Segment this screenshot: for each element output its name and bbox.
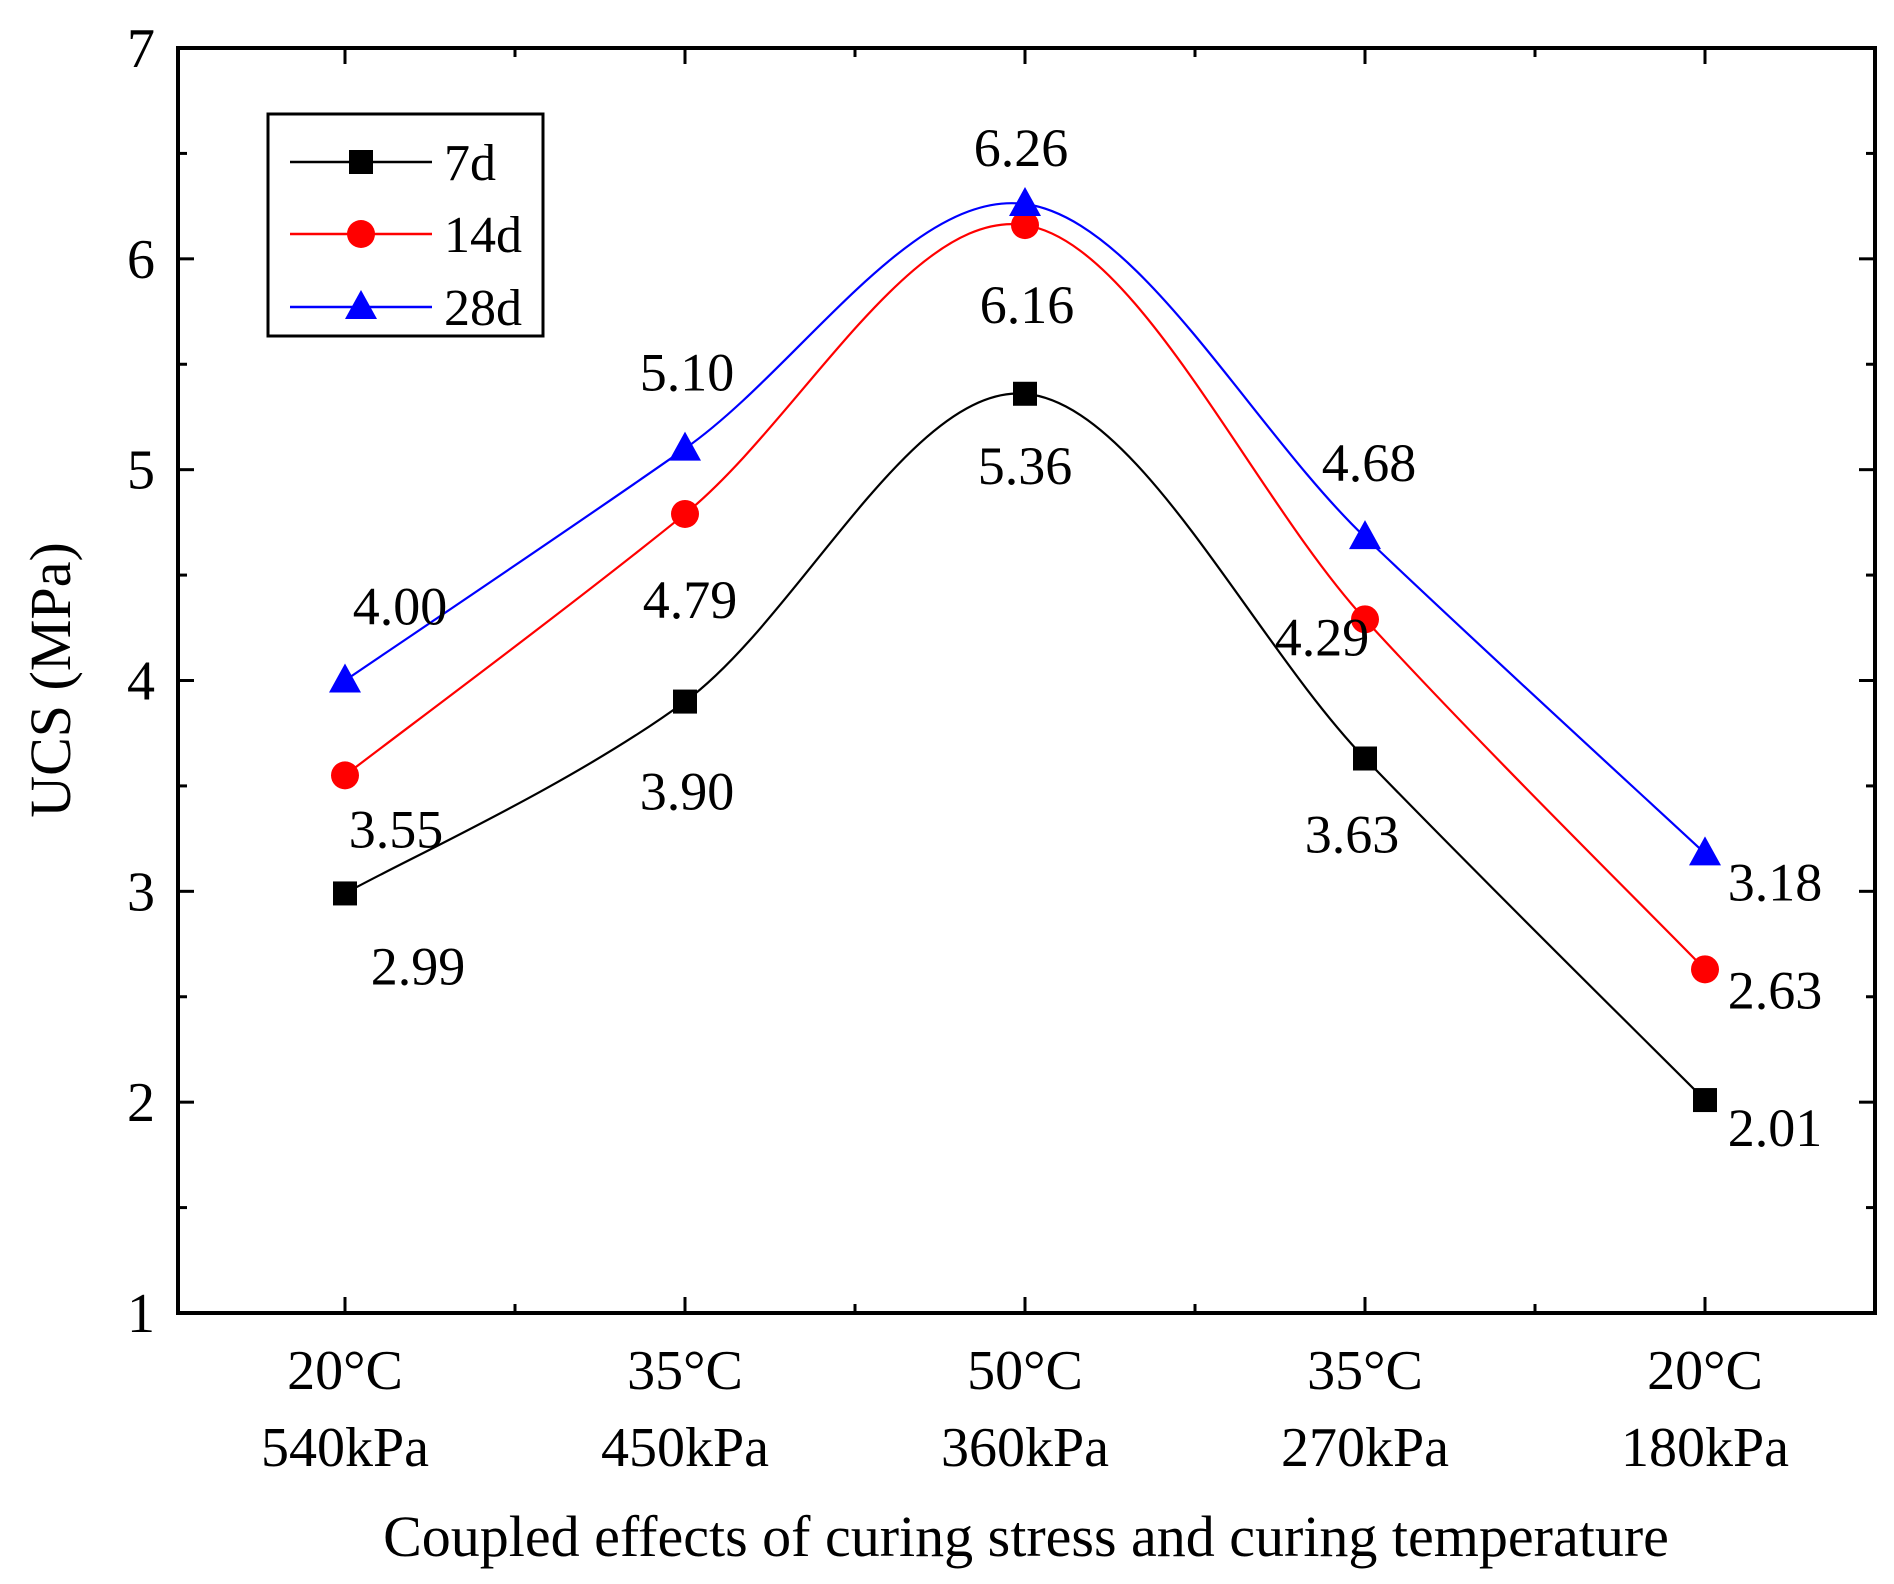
x-axis-title: Coupled effects of curing stress and cur…: [383, 1504, 1669, 1569]
x-axis: 20°C 540kPa 35°C 450kPa 50°C 360kPa 35°C 270kPa…: [261, 48, 1789, 1479]
data-label-14d: 2.63: [1728, 960, 1823, 1020]
x-tick-label-temperature: 35°C: [1307, 1340, 1423, 1402]
legend-label-28d: 28d: [444, 280, 522, 337]
data-label-7d: 3.90: [640, 762, 735, 822]
data-label-28d: 4.00: [353, 577, 448, 637]
x-tick-label-stress: 180kPa: [1621, 1417, 1789, 1479]
point-marker-7d: [673, 689, 697, 714]
point-marker-28d: [1349, 520, 1381, 550]
legend-box: [266, 112, 545, 338]
x-tick-label-temperature: 35°C: [627, 1340, 743, 1402]
point-marker-28d: [329, 663, 361, 693]
x-tick-label-temperature: 20°C: [287, 1340, 403, 1402]
point-marker-14d: [331, 761, 359, 790]
series-line-7d: [344, 392, 1706, 1101]
data-label-14d: 4.29: [1275, 607, 1370, 667]
x-tick-label-stress: 540kPa: [261, 1417, 429, 1479]
legend-marker-28d: [345, 290, 377, 319]
point-marker-7d: [1693, 1088, 1717, 1113]
data-label-7d: 2.99: [371, 936, 466, 996]
data-label-28d: 4.68: [1322, 433, 1417, 493]
y-tick-label: 1: [127, 1283, 155, 1345]
point-marker-7d: [1353, 746, 1377, 771]
data-label-14d: 3.55: [349, 799, 444, 859]
x-tick-label-stress: 270kPa: [1281, 1417, 1449, 1479]
point-marker-14d: [1691, 955, 1719, 984]
data-label-14d: 6.16: [980, 275, 1075, 335]
legend-label-7d: 7d: [444, 135, 496, 192]
series-lines: [344, 202, 1706, 1101]
point-marker-14d: [671, 499, 699, 528]
y-tick-label: 4: [127, 651, 155, 713]
legend-marker-7d: [349, 150, 373, 174]
data-label-28d: 5.10: [640, 343, 735, 403]
data-label-28d: 3.18: [1728, 852, 1823, 912]
y-tick-label: 3: [127, 861, 155, 923]
point-marker-14d: [1351, 605, 1379, 634]
x-tick-label-temperature: 50°C: [967, 1340, 1083, 1402]
series-markers: [329, 187, 1721, 1113]
legend-label-14d: 14d: [444, 207, 522, 264]
y-tick-label: 6: [127, 229, 155, 291]
point-marker-28d: [669, 431, 701, 461]
x-tick-label-temperature: 20°C: [1647, 1340, 1763, 1402]
legend-marker-14d: [347, 220, 375, 248]
x-tick-label-stress: 360kPa: [941, 1417, 1109, 1479]
data-label-14d: 4.79: [643, 570, 738, 630]
point-marker-14d: [1011, 211, 1039, 240]
legend: 7d 14d 28d: [266, 112, 545, 338]
data-labels: 2.99 3.90 5.36 3.63 2.01 3.55 4.79 6.16 4.29 2.63…: [349, 118, 1823, 1158]
x-tick-label-stress: 450kPa: [601, 1417, 769, 1479]
point-marker-28d: [1689, 836, 1721, 866]
data-label-7d: 5.36: [978, 436, 1073, 496]
data-label-7d: 3.63: [1305, 805, 1400, 865]
point-marker-7d: [1013, 381, 1037, 406]
data-label-7d: 2.01: [1728, 1098, 1823, 1158]
series-line-14d: [344, 222, 1706, 971]
point-marker-7d: [333, 881, 357, 906]
y-axis: 1 2 3 4 5 6 7: [127, 18, 1875, 1345]
y-tick-label: 2: [127, 1072, 155, 1134]
point-marker-28d: [1009, 187, 1041, 217]
data-label-28d: 6.26: [974, 118, 1069, 178]
y-tick-label: 7: [127, 18, 155, 80]
y-tick-label: 5: [127, 440, 155, 502]
y-axis-title: UCS (MPa): [18, 542, 83, 818]
